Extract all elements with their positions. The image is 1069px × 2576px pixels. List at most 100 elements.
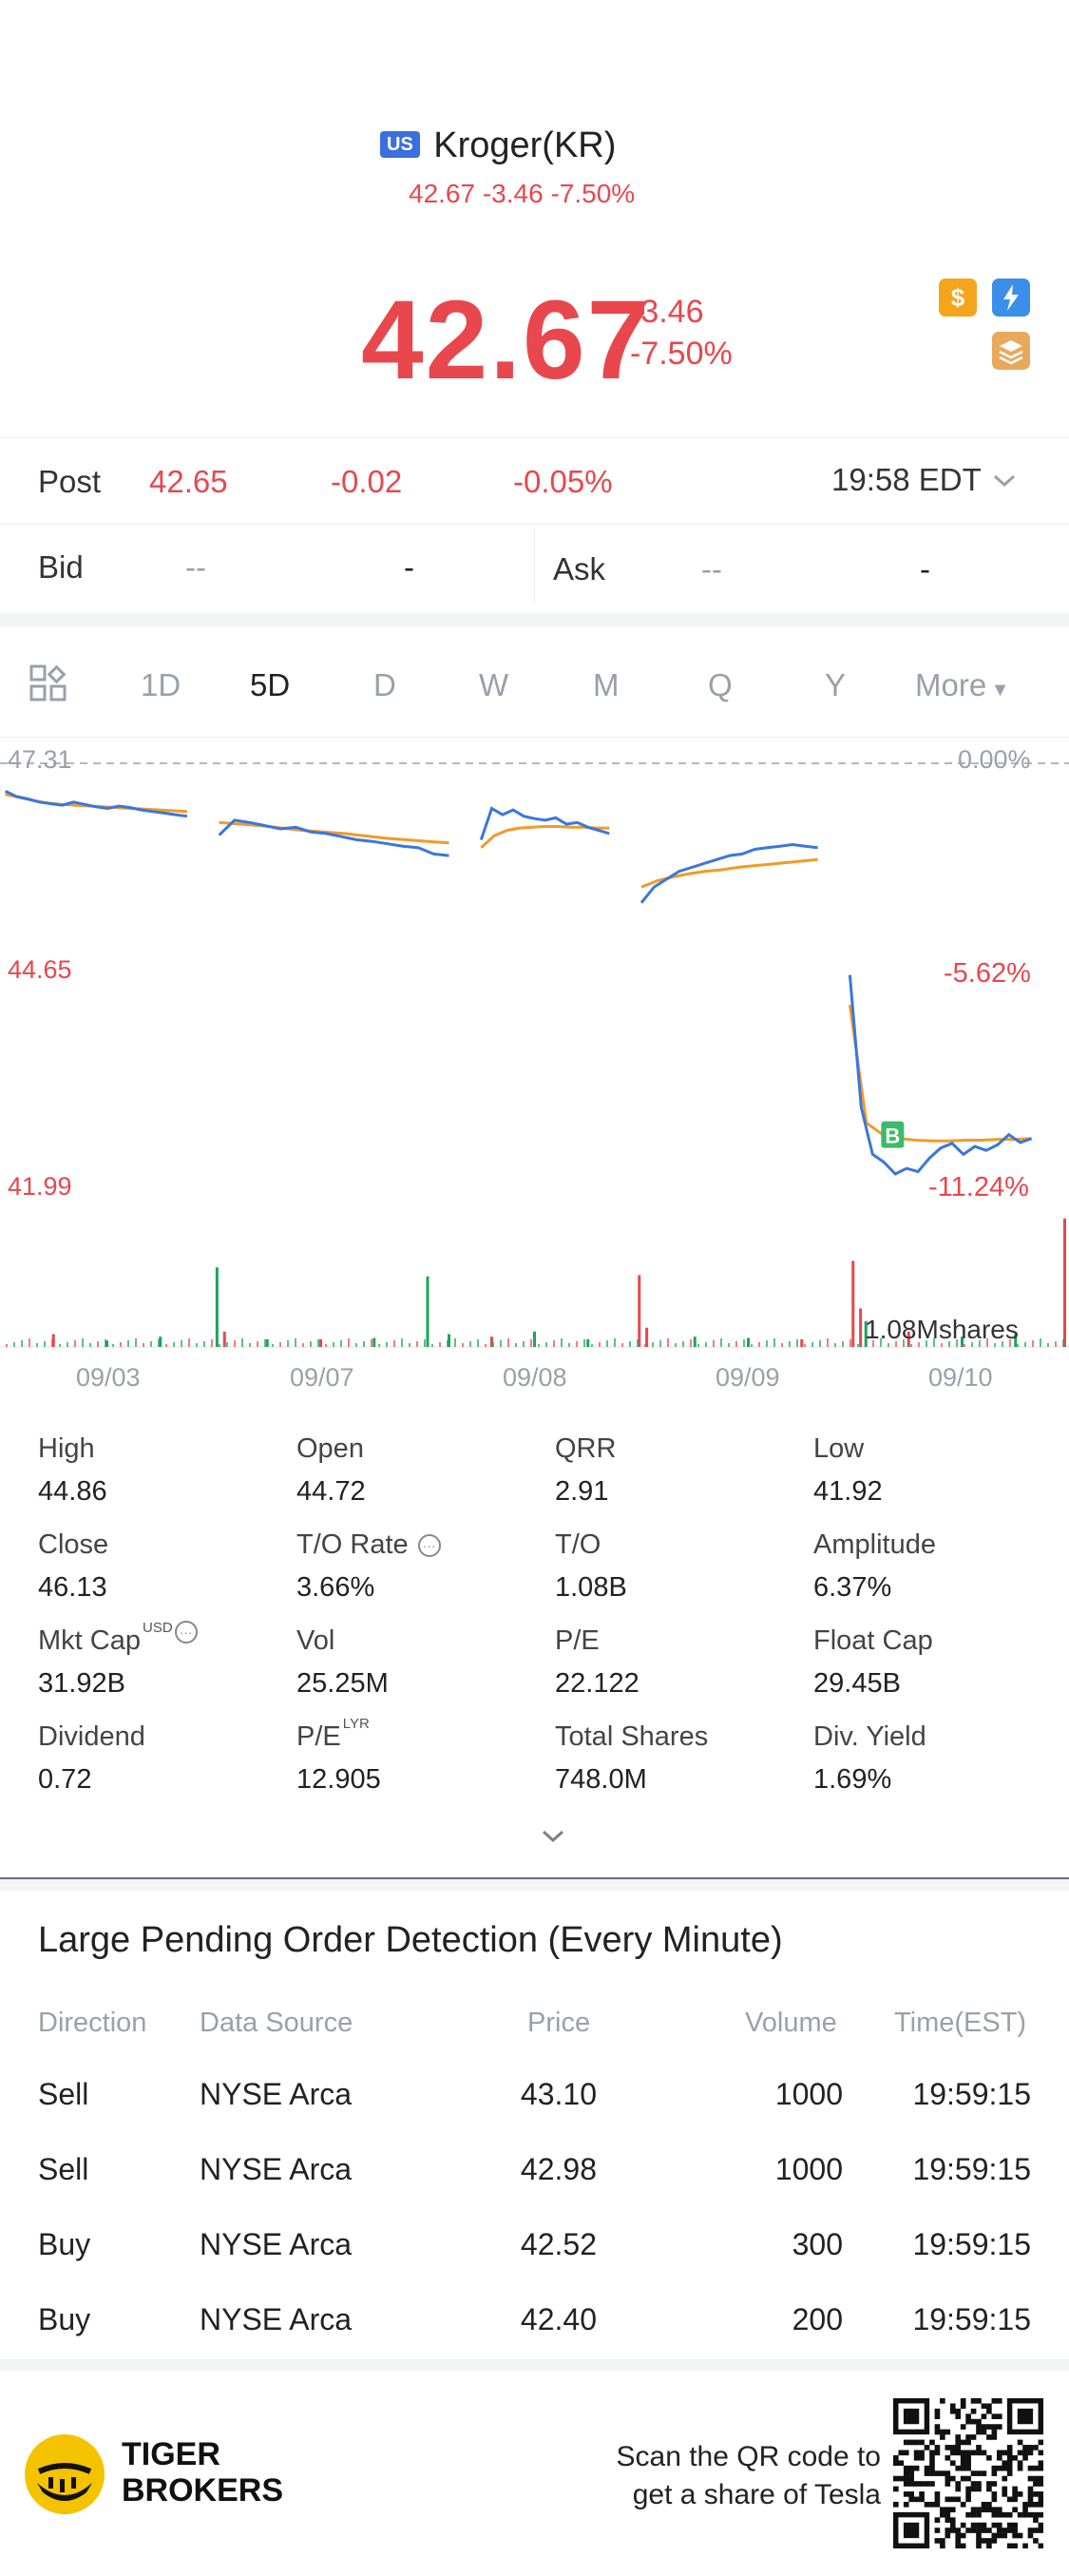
dollar-icon[interactable]: $	[939, 279, 977, 317]
price-chart[interactable]: B	[0, 737, 1069, 1402]
promo-text: Scan the QR code to get a share of Tesla	[532, 2438, 882, 2514]
qr-module	[934, 2501, 941, 2508]
volume-bar-small	[74, 1340, 76, 1347]
qr-module	[929, 2465, 935, 2471]
qr-module	[1006, 2543, 1013, 2548]
chevron-down-icon	[994, 474, 1016, 488]
qr-module	[949, 2522, 956, 2528]
order-price: 42.52	[520, 2227, 597, 2261]
promo-line-2: get a share of Tesla	[632, 2479, 881, 2510]
table-row[interactable]: Buy NYSE Arca 42.40 200 19:59:15	[0, 2302, 1069, 2350]
qr-module	[970, 2450, 977, 2456]
volume-bar-small	[652, 1342, 654, 1347]
table-row[interactable]: Sell NYSE Arca 43.10 1000 19:59:15	[0, 2077, 1069, 2124]
qr-module	[981, 2403, 987, 2410]
sub-quote: 42.67 -3.46 -7.50%	[409, 179, 636, 208]
stat-p-e: P/E LYR 12.905	[296, 1716, 381, 1796]
volume-bar-small	[295, 1338, 296, 1347]
qr-module	[1017, 2491, 1023, 2497]
post-time: 19:58 EDT	[831, 462, 982, 497]
stack-icon[interactable]	[992, 332, 1030, 370]
stat-label: Vol	[296, 1625, 389, 1657]
qr-module	[960, 2543, 966, 2548]
tab-y[interactable]: Y	[825, 667, 847, 702]
tab-m[interactable]: M	[593, 667, 620, 702]
qr-module	[893, 2454, 899, 2461]
chart-settings-icon[interactable]	[29, 663, 68, 708]
qr-module	[996, 2465, 1002, 2471]
volume-bar	[159, 1336, 162, 1347]
volume-bar	[448, 1334, 450, 1347]
qr-module	[1038, 2491, 1043, 2497]
qr-module	[976, 2528, 982, 2533]
bid-label: Bid	[38, 549, 84, 585]
qr-module	[976, 2470, 982, 2476]
qr-module	[991, 2465, 998, 2471]
volume-bar-small	[1002, 1341, 1003, 1347]
tab-5d[interactable]: 5D	[250, 667, 291, 702]
tab-d[interactable]: D	[373, 667, 396, 702]
order-price: 43.10	[520, 2077, 597, 2111]
volume-bar-small	[644, 1344, 646, 1347]
table-row[interactable]: Sell NYSE Arca 42.98 1000 19:59:15	[0, 2152, 1069, 2200]
flash-icon[interactable]	[992, 279, 1030, 317]
qr-module	[913, 2481, 920, 2487]
stat-label: T/O	[555, 1529, 627, 1561]
qr-module	[991, 2434, 998, 2440]
qr-module	[903, 2470, 909, 2476]
volume-bar-small	[538, 1344, 540, 1347]
volume-bar-small	[964, 1344, 965, 1347]
qr-module	[949, 2450, 956, 2456]
volume-bar-small	[910, 1344, 912, 1347]
qr-module	[970, 2522, 977, 2528]
qr-module	[986, 2501, 992, 2508]
info-icon[interactable]: ···	[174, 1621, 198, 1644]
volume-bar-small	[766, 1340, 768, 1347]
volume-label: 1.08Mshares	[865, 1315, 1019, 1344]
avg-price-line-09-10	[848, 1004, 1032, 1143]
qr-module	[996, 2507, 1002, 2513]
tab-1d[interactable]: 1D	[141, 667, 181, 702]
volume-bar-small	[51, 1339, 53, 1347]
qr-module	[1012, 2543, 1018, 2548]
y-axis-mid-label: 44.65	[8, 955, 72, 984]
order-time: 19:59:15	[912, 2227, 1031, 2261]
qr-code[interactable]	[893, 2398, 1043, 2548]
info-icon[interactable]: ···	[417, 1534, 441, 1558]
post-time-selector[interactable]: 19:58 EDT	[831, 462, 1018, 498]
qr-module	[976, 2418, 982, 2425]
volume-bar-small	[941, 1343, 943, 1347]
volume-bar	[1063, 1219, 1066, 1347]
expand-chevron-icon[interactable]	[540, 1827, 566, 1851]
qr-module	[945, 2517, 951, 2523]
qr-module	[1002, 2465, 1008, 2471]
qr-module	[976, 2511, 982, 2518]
qr-module	[996, 2398, 1002, 2404]
qr-module	[1027, 2496, 1034, 2503]
qr-module	[965, 2418, 971, 2425]
volume-bar-small	[789, 1341, 791, 1347]
volume-bar	[638, 1275, 641, 1347]
qr-finder	[903, 2408, 920, 2425]
qr-module	[976, 2538, 982, 2544]
qr-module	[996, 2522, 1002, 2528]
qr-module	[976, 2522, 982, 2528]
stat-label: Total Shares	[555, 1721, 708, 1753]
volume-bar-small	[454, 1338, 456, 1347]
qr-module	[1033, 2491, 1039, 2497]
qr-module	[965, 2465, 971, 2471]
tab-more[interactable]: More ▼	[915, 667, 1009, 703]
divider	[0, 737, 1069, 738]
tab-w[interactable]: W	[479, 667, 509, 702]
qr-module	[1012, 2491, 1018, 2497]
qr-module	[1027, 2501, 1034, 2508]
tab-q[interactable]: Q	[708, 667, 733, 702]
volume-bar-small	[895, 1341, 897, 1347]
qr-module	[991, 2507, 998, 2513]
qr-module	[955, 2532, 962, 2539]
table-row[interactable]: Buy NYSE Arca 42.52 300 19:59:15	[0, 2227, 1069, 2275]
pct-top-label: 0.00%	[958, 745, 1031, 774]
qr-module	[955, 2450, 962, 2456]
qr-module	[1012, 2486, 1018, 2492]
volume-bar-small	[1040, 1338, 1041, 1347]
